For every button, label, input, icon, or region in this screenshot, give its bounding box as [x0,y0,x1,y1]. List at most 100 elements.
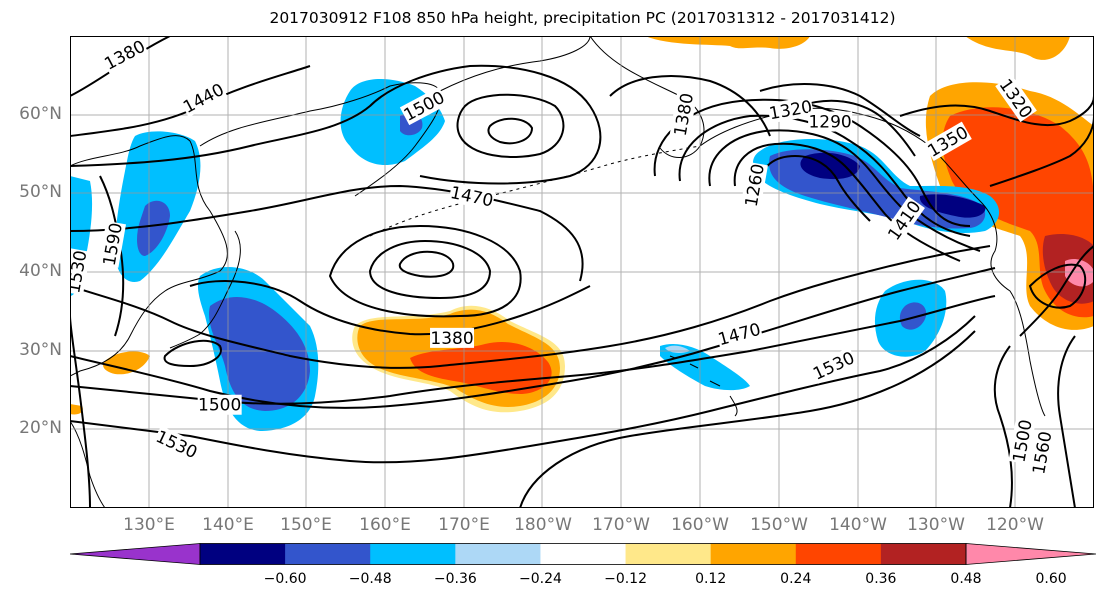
colorbar-segment [540,543,627,565]
contour-midpacific-low-mid [368,239,492,300]
precip-anomaly-manchuria-negative-strong [137,200,170,256]
contour-1350-north [899,95,1094,127]
lon-label-130w: 130°W [907,515,965,535]
map-title: 2017030912 F108 850 hPa height, precipit… [269,9,896,27]
lon-label-170e: 170°E [438,515,490,535]
contour-west-coast-trough [1019,245,1094,337]
colorbar-segment [625,543,712,565]
colorbar-segment [710,543,797,565]
colorbar-tick-label: 0.48 [950,571,982,587]
colorbar-tick-label: −0.36 [433,571,477,587]
contour-label-background [809,347,858,384]
lon-label-160e: 160°E [359,515,411,535]
colorbar-tick-label: 0.60 [1035,571,1067,587]
colorbar-extend-max [965,543,1096,565]
contour-gulf-low-5 [759,154,871,222]
contour-label-background [995,74,1037,123]
coast-asia-east [70,135,228,377]
coast-hawaii [669,355,738,417]
contour-label: 1470 [716,320,763,351]
lon-label-150e: 150°E [280,515,332,535]
contour-1380-central [189,280,591,336]
lon-label-150w: 150°W [750,515,808,535]
precip-anomaly-taiwan-positive [70,404,83,415]
contour-1320-north [759,83,921,137]
precip-anomaly-northern-edge [645,36,810,49]
contour-label-background [1008,417,1036,465]
contour-label: 1380 [671,92,698,138]
contour-label: 1380 [430,329,473,349]
contour-1290-north [799,99,916,157]
contour-japan-low-outer [163,339,222,368]
lat-label-60n: 60°N [19,104,62,124]
precip-anomaly-ne-pacific-strong [899,302,927,330]
contour-label-background [767,96,814,124]
colorbar-tick-label: −0.48 [348,571,392,587]
graticule [70,36,1094,508]
map-frame [70,36,1094,508]
contour-label: 1380 [101,37,149,75]
colorbar-extend-min [70,543,201,565]
lat-label-50n: 50°N [19,182,62,202]
lon-label-180w: 180°W [514,515,572,535]
precip-anomaly-bc-coast [965,36,1070,60]
precip-anomaly-south-japan-positive [103,351,150,375]
contour-sw-us-1500 [993,345,1013,508]
contour-label-background [152,425,201,463]
lon-label-140e: 140°E [202,515,254,535]
contour-bc-ridge [989,115,1094,187]
contour-label-background [669,91,698,138]
colorbar-segment [370,543,456,565]
contour-okhotsk-low-outer [70,64,602,185]
contour-west-coast-low [1028,263,1087,309]
colorbar-segment [880,543,967,565]
contour-label: 1320 [768,97,814,124]
contour-label: 1440 [180,80,228,118]
coast-japan [169,230,241,349]
contour-1440-central [70,245,991,369]
lat-label-20n: 20°N [19,418,62,438]
lon-label-160w: 160°W [671,515,729,535]
coast-bering [439,36,591,92]
contour-gulf-low-outer [609,75,771,137]
contour-label-background [179,78,228,118]
contour-label: 1260 [742,162,769,208]
contour-1470-ring [70,184,584,282]
contour-gulf-low-3 [708,129,981,252]
colorbar-frame [199,543,967,565]
contour-label-background [100,36,149,74]
lon-label-130e: 130°E [123,515,175,535]
lon-label-140w: 140°W [829,515,887,535]
coast-taiwan-philippines [70,420,106,508]
lat-label-40n: 40°N [19,261,62,281]
contour-1560-sw-ridge [519,330,976,508]
contour-label: 1530 [810,348,858,384]
contour-1470-central [70,267,996,409]
contour-1530-south [70,315,976,464]
colorbar-segment [200,543,286,565]
contour-label-background [430,327,475,348]
contour-label-background [448,181,496,211]
contour-sw-us-1530 [1057,335,1076,508]
colorbar-segment [795,543,882,565]
contour-label-background [1028,429,1056,477]
contour-okhotsk-low-mid [456,93,565,158]
colorbar-tick-label: −0.12 [604,571,647,587]
coast-kamchatka-okhotsk [199,82,442,197]
colorbar-segment [285,543,371,565]
colorbar-segment [455,543,541,565]
colorbar-tick-label: 0.24 [780,571,812,587]
contour-okhotsk-low-inner [487,117,534,145]
contour-label: 1530 [153,427,201,463]
contour-label-background [883,196,925,245]
lon-label-120w: 120°W [986,515,1044,535]
precip-anomaly-japan-negative-strong [208,296,310,411]
contour-label-background [399,86,449,126]
contour-label: 1500 [198,396,241,416]
colorbar-tick-label: 0.12 [695,571,727,587]
contour-label: 1290 [808,113,851,133]
contour-label-background [197,394,242,415]
contour-asia-west-edge [70,315,91,508]
contour-label-background [98,220,127,268]
